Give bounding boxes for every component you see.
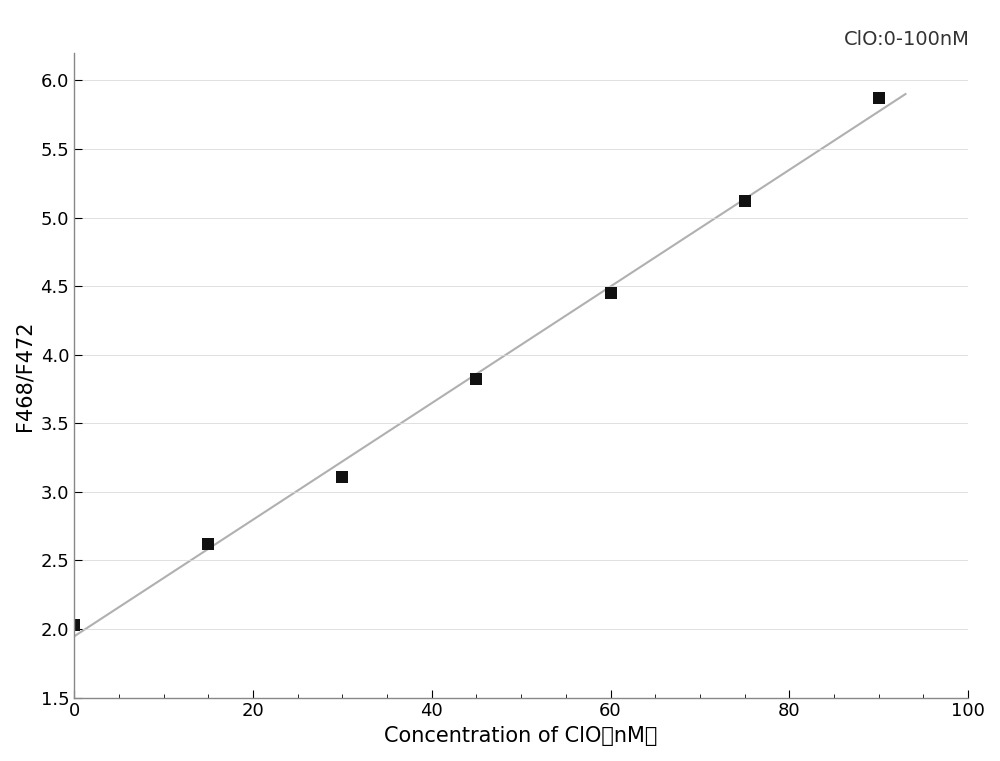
Point xyxy=(468,374,484,386)
Text: ClO:0-100nM: ClO:0-100nM xyxy=(844,30,970,49)
Point xyxy=(737,195,753,207)
Point xyxy=(871,92,887,104)
Point xyxy=(603,287,619,299)
Point xyxy=(200,538,216,550)
Point xyxy=(334,471,350,483)
Point xyxy=(66,619,82,631)
Y-axis label: F468/F472: F468/F472 xyxy=(15,320,35,431)
X-axis label: Concentration of ClO（nM）: Concentration of ClO（nM） xyxy=(384,726,658,746)
